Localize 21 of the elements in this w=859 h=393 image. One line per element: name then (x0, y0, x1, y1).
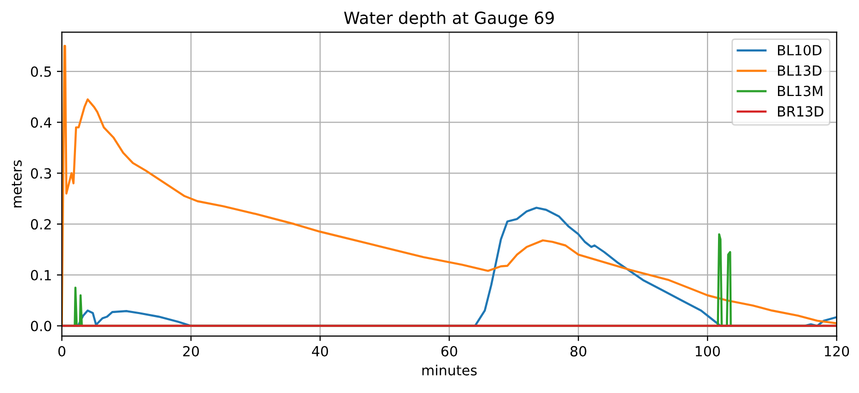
y-tick-label: 0.1 (30, 270, 51, 280)
x-tick-label: 40 (312, 346, 328, 356)
legend-label: BR13D (778, 106, 824, 117)
y-tick-label: 0.0 (30, 320, 52, 332)
x-tick-label: 80 (570, 346, 586, 356)
x-tick-label: 20 (183, 346, 199, 356)
x-tick-label: 60 (441, 346, 458, 356)
y-tick-label: 0.4 (30, 117, 52, 128)
legend-label: BL13M (778, 86, 822, 96)
legend-label: BL13D (778, 65, 822, 76)
y-axis-title: meters (12, 160, 22, 208)
y-tick-label: 0.5 (30, 66, 51, 77)
x-tick-label: 120 (824, 346, 849, 356)
x-tick-label: 0 (58, 346, 66, 356)
line-series (62, 44, 837, 327)
chart-title: Water depth at Gauge 69 (344, 11, 554, 28)
y-tick-label: 0.3 (30, 168, 52, 179)
y-tick-label: 0.2 (30, 219, 51, 230)
x-axis-title: minutes (422, 364, 477, 376)
legend-label: BL10D (778, 44, 822, 56)
x-tick-label: 100 (696, 346, 720, 356)
